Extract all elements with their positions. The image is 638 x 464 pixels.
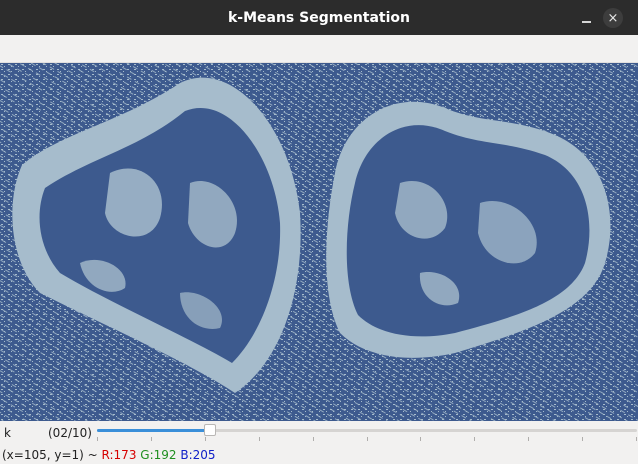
slider-tick <box>474 437 475 441</box>
slider-tick <box>582 437 583 441</box>
close-icon: × <box>603 8 623 28</box>
slider-tick <box>420 437 421 441</box>
trackbar-k: k (02/10) <box>0 421 638 445</box>
right-heart-region <box>326 101 611 358</box>
k-slider[interactable] <box>97 424 637 443</box>
minimize-button[interactable] <box>576 8 596 28</box>
window-title: k-Means Segmentation <box>227 9 411 26</box>
pixel-blue-value: B:205 <box>180 447 216 462</box>
pixel-green-value: G:192 <box>140 447 177 462</box>
slider-tick <box>528 437 529 441</box>
left-heart-region <box>12 77 301 393</box>
image-canvas[interactable] <box>0 63 638 421</box>
pixel-red-value: R:173 <box>101 447 137 462</box>
slider-tick <box>313 437 314 441</box>
toolbar <box>0 35 638 63</box>
slider-tick <box>151 437 152 441</box>
trackbar-value: (02/10) <box>48 426 92 440</box>
slider-track[interactable] <box>97 429 637 432</box>
title-bar: k-Means Segmentation × <box>0 0 638 35</box>
slider-tick <box>636 437 637 441</box>
slider-tick <box>367 437 368 441</box>
minimize-icon <box>581 21 591 23</box>
slider-thumb[interactable] <box>204 424 216 436</box>
slider-tick <box>205 437 206 441</box>
status-bar: (x=105, y=1) ~ R:173 G:192 B:205 <box>0 445 638 464</box>
slider-tick <box>259 437 260 441</box>
segmented-image <box>0 63 638 421</box>
close-button[interactable]: × <box>603 8 623 28</box>
trackbar-name: k <box>4 426 11 440</box>
slider-fill <box>97 429 210 432</box>
cursor-coordinates: (x=105, y=1) ~ <box>2 447 102 462</box>
slider-tick <box>97 437 98 441</box>
